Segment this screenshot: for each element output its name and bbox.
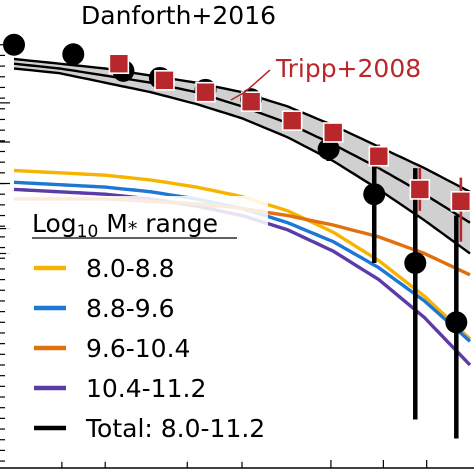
danforth-point-7 bbox=[363, 183, 386, 206]
legend-box bbox=[6, 196, 268, 462]
danforth-point-6 bbox=[317, 138, 340, 161]
legend-label-4: 10.4-11.2 bbox=[86, 374, 206, 403]
tripp-point-0 bbox=[108, 53, 130, 75]
legend-label-1: 8.0-8.8 bbox=[86, 254, 175, 283]
tripp-point-4 bbox=[281, 110, 303, 131]
danforth-point-9 bbox=[445, 311, 468, 334]
legend-title: Log10 M* range bbox=[32, 209, 218, 242]
tripp-point-6 bbox=[368, 145, 390, 167]
danforth-label: Danforth+2016 bbox=[81, 1, 276, 30]
tripp-point-1 bbox=[154, 70, 175, 91]
danforth-point-8 bbox=[404, 251, 427, 274]
tripp-point-7 bbox=[409, 179, 431, 200]
danforth-point-0 bbox=[3, 33, 25, 56]
tripp-label: Tripp+2008 bbox=[275, 54, 421, 83]
tripp-point-2 bbox=[195, 81, 216, 103]
legend-label-3: 9.6-10.4 bbox=[86, 334, 190, 363]
legend-label-2: 8.8-9.6 bbox=[86, 294, 175, 323]
tripp-point-8 bbox=[450, 191, 472, 212]
danforth-point-1 bbox=[62, 43, 85, 66]
legend-label-5: Total: 8.0-11.2 bbox=[85, 414, 265, 443]
tripp-point-5 bbox=[322, 122, 344, 143]
total-band-lower-line bbox=[13, 67, 471, 255]
tripp-label-pointer bbox=[230, 69, 271, 101]
tripp-point-3 bbox=[240, 91, 262, 112]
